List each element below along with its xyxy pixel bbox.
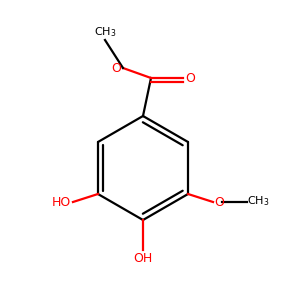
Text: HO: HO — [52, 196, 71, 209]
Text: O: O — [214, 196, 224, 209]
Text: CH$_3$: CH$_3$ — [247, 194, 269, 208]
Text: O: O — [111, 63, 121, 76]
Text: O: O — [185, 72, 195, 85]
Text: OH: OH — [134, 252, 153, 265]
Text: CH$_3$: CH$_3$ — [94, 25, 116, 39]
